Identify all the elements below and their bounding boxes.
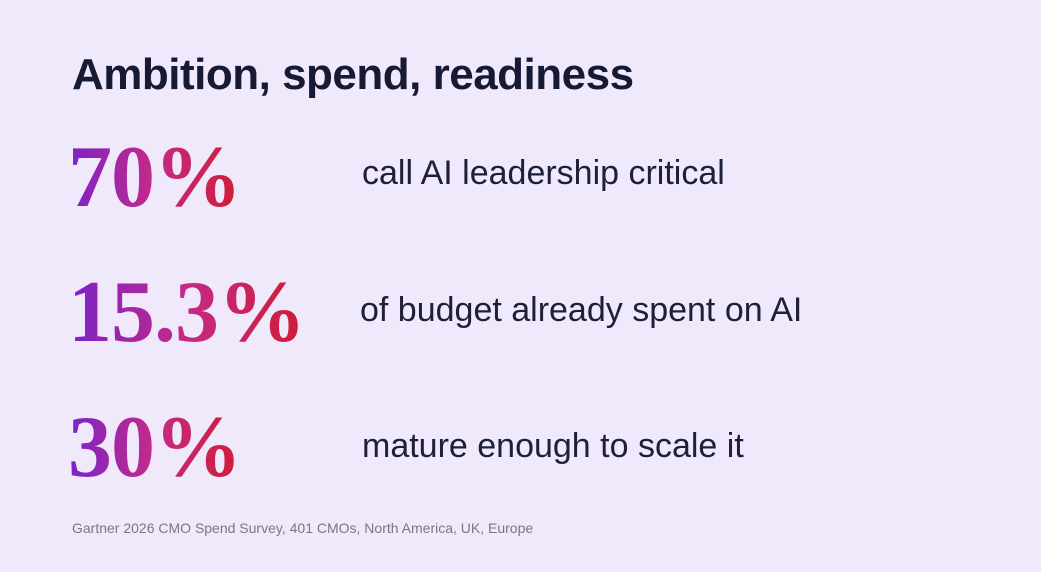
stat-label: call AI leadership critical: [362, 154, 725, 192]
source-note: Gartner 2026 CMO Spend Survey, 401 CMOs,…: [72, 520, 534, 536]
title: Ambition, spend, readiness: [72, 50, 634, 99]
stat-label: of budget already spent on AI: [360, 291, 803, 329]
stat-label: mature enough to scale it: [362, 427, 744, 465]
stat-value: 15.3%: [68, 264, 306, 361]
stat-value: 70%: [68, 129, 242, 226]
stat-value: 30%: [68, 399, 242, 496]
